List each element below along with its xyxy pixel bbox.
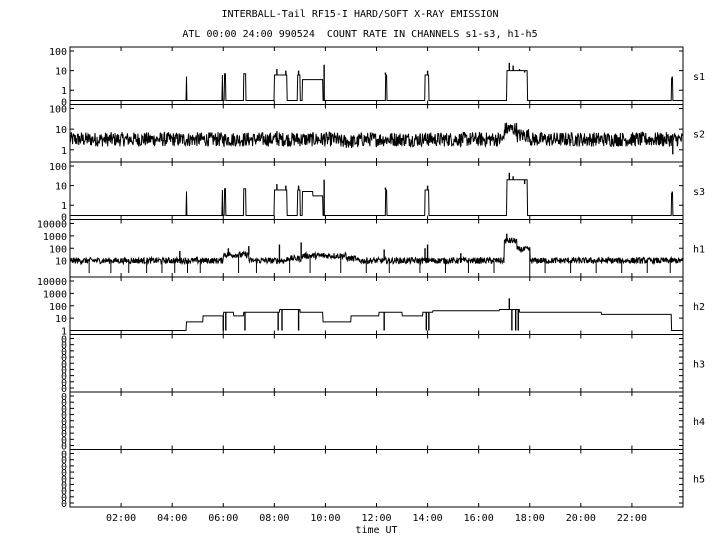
x-axis-label: time UT	[355, 525, 397, 536]
y-tick-label-s1: 0	[61, 98, 67, 109]
y-tick-label-h4: 0	[61, 398, 67, 409]
y-tick-label-h5: 0	[61, 493, 67, 504]
panel-label-s1: s1	[693, 72, 705, 83]
y-tick-label-s3: 10	[55, 182, 67, 193]
y-tick-label-s1: 100	[49, 47, 67, 58]
y-tick-label-h5: 0	[61, 474, 67, 485]
y-tick-label-h1: 1000	[43, 232, 67, 243]
x-tick-label: 20:00	[566, 513, 596, 524]
y-tick-label-h1: 10000	[37, 220, 67, 231]
panel-label-h3: h3	[693, 359, 705, 370]
x-tick-label: 14:00	[413, 513, 443, 524]
y-tick-label-h4: 0	[61, 429, 67, 440]
y-tick-label-h3: 0	[61, 378, 67, 389]
y-tick-label-s3: 1	[61, 201, 67, 212]
y-tick-label-s3: 100	[49, 162, 67, 173]
x-tick-label: 02:00	[106, 513, 136, 524]
chart-subtitle: ATL 00:00 24:00 990524 COUNT RATE IN CHA…	[182, 29, 538, 40]
y-tick-label-h5: 0	[61, 456, 67, 467]
y-tick-label-h3: 0	[61, 384, 67, 395]
panel-label-h1: h1	[693, 244, 705, 255]
x-tick-label: 08:00	[259, 513, 289, 524]
panel-frame-s2	[69, 104, 684, 163]
series-line-h1	[69, 236, 684, 266]
y-tick-label-s3: 0	[61, 213, 67, 224]
y-tick-label-h5: 0	[61, 462, 67, 473]
y-tick-label-h1: 100	[49, 244, 67, 255]
panel-label-h2: h2	[693, 302, 705, 313]
y-tick-label-h5: 0	[61, 468, 67, 479]
y-tick-label-h4: 0	[61, 442, 67, 453]
x-tick-label: 22:00	[617, 513, 647, 524]
y-tick-label-h5: 0	[61, 480, 67, 491]
y-tick-label-s1: 1	[61, 86, 67, 97]
y-tick-label-s2: 1	[61, 146, 67, 157]
y-tick-label-h3: 0	[61, 359, 67, 370]
series-line-s1	[70, 70, 683, 101]
y-tick-label-h3: 0	[61, 347, 67, 358]
y-tick-label-h5: 0	[61, 499, 67, 510]
y-tick-label-h2: 1000	[43, 289, 67, 300]
panel-frame-h4	[69, 391, 684, 450]
series-line-s3	[70, 179, 683, 216]
y-tick-label-s1: 10	[55, 67, 67, 78]
y-tick-label-h2: 100	[49, 302, 67, 313]
y-tick-label-h4: 0	[61, 435, 67, 446]
x-tick-label: 06:00	[208, 513, 238, 524]
panel-label-h4: h4	[693, 417, 705, 428]
panel-label-s2: s2	[693, 129, 705, 140]
x-tick-label: 16:00	[464, 513, 494, 524]
panel-frame-s1	[69, 46, 684, 105]
panel-label-h5: h5	[693, 474, 705, 485]
y-tick-label-h4: 0	[61, 404, 67, 415]
y-tick-label-h5: 0	[61, 487, 67, 498]
panel-frame-h3	[69, 334, 684, 393]
chart-title: INTERBALL-Tail RF15-I HARD/SOFT X-RAY EM…	[221, 9, 499, 20]
y-tick-label-h3: 0	[61, 353, 67, 364]
x-tick-label: 12:00	[361, 513, 391, 524]
y-tick-label-h4: 0	[61, 417, 67, 428]
y-tick-label-h2: 1	[61, 327, 67, 338]
panel-frame-h5	[69, 449, 684, 508]
y-tick-label-h4: 0	[61, 392, 67, 403]
y-tick-label-s2: 100	[49, 105, 67, 116]
y-tick-label-h4: 0	[61, 423, 67, 434]
panel-frame-h2	[69, 276, 684, 335]
y-tick-label-h3: 0	[61, 335, 67, 346]
y-tick-label-h3: 0	[61, 372, 67, 383]
series-line-s2	[69, 122, 684, 149]
y-tick-label-h3: 0	[61, 365, 67, 376]
x-tick-label: 18:00	[515, 513, 545, 524]
x-tick-label: 10:00	[310, 513, 340, 524]
y-tick-label-h2: 10	[55, 314, 67, 325]
x-tick-label: 04:00	[157, 513, 187, 524]
panel-frame-s3	[69, 161, 684, 220]
y-tick-label-h4: 0	[61, 411, 67, 422]
panel-label-s3: s3	[693, 187, 705, 198]
y-tick-label-h1: 10	[55, 257, 67, 268]
y-tick-label-h2: 10000	[37, 277, 67, 288]
y-tick-label-s2: 10	[55, 125, 67, 136]
series-line-h2	[70, 309, 683, 331]
y-tick-label-h5: 0	[61, 450, 67, 461]
y-tick-label-h3: 0	[61, 341, 67, 352]
